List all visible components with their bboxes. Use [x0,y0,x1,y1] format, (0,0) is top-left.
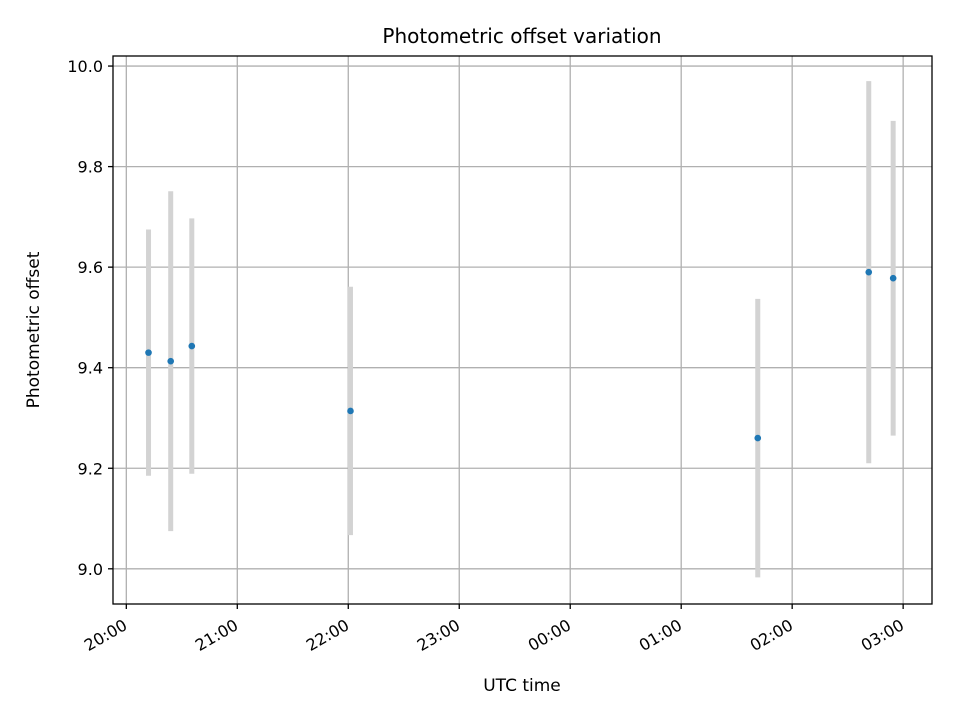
y-tick-label: 9.8 [78,158,103,177]
data-point [889,274,897,282]
y-tick-label: 9.6 [78,258,103,277]
x-tick-label: 20:00 [81,615,130,655]
data-point [865,268,873,276]
plot-frame [112,55,933,605]
y-tick-label: 9.4 [78,359,103,378]
data-series [145,81,897,578]
data-point [347,407,354,415]
y-tick-label: 10.0 [67,57,103,76]
x-tick-label: 02:00 [747,615,796,655]
x-tick-label: 01:00 [636,615,685,655]
grid [113,56,932,604]
data-point [145,349,152,356]
y-tick-label: 9.2 [78,459,103,478]
y-tick-label: 9.0 [78,560,103,579]
x-tick-label: 03:00 [858,615,907,655]
y-axis-label: Photometric offset [24,251,44,408]
x-tick-label: 22:00 [303,615,352,655]
x-tick-label: 23:00 [414,615,463,655]
data-point [754,434,762,442]
x-tick-label: 21:00 [192,615,241,655]
chart-title: Photometric offset variation [382,24,661,48]
data-point [167,357,175,365]
x-tick-label: 00:00 [525,615,574,655]
x-axis-label: UTC time [483,676,561,696]
data-point [188,342,196,350]
